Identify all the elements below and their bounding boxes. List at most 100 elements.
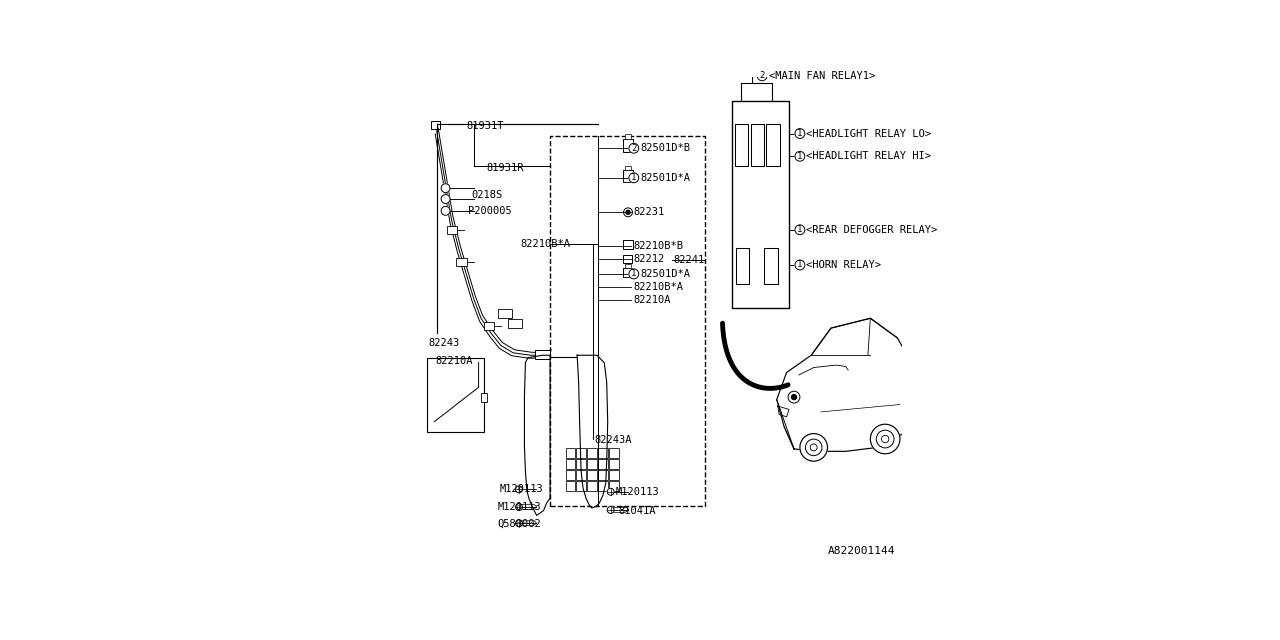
Bar [609, 449, 618, 458]
Text: M120113: M120113 [498, 502, 541, 512]
Circle shape [442, 207, 451, 215]
Text: P200005: P200005 [467, 206, 512, 216]
Bar [576, 470, 586, 480]
Circle shape [877, 430, 893, 448]
Circle shape [795, 129, 805, 138]
Text: 81931R: 81931R [486, 163, 524, 173]
Circle shape [791, 395, 796, 399]
Circle shape [628, 143, 639, 153]
Text: Q580002: Q580002 [498, 519, 541, 529]
Circle shape [516, 486, 522, 493]
Bar [535, 350, 550, 358]
Text: 82501D*A: 82501D*A [640, 269, 690, 279]
Text: 82241: 82241 [673, 255, 704, 265]
Bar [623, 140, 634, 152]
Text: <HEADLIGHT RELAY HI>: <HEADLIGHT RELAY HI> [806, 151, 932, 161]
Text: 0218S: 0218S [471, 190, 503, 200]
Text: <HORN RELAY>: <HORN RELAY> [806, 260, 882, 270]
Text: 2: 2 [631, 144, 636, 153]
Bar [732, 102, 788, 308]
Circle shape [810, 444, 817, 451]
Bar [609, 470, 618, 480]
Text: 1: 1 [797, 260, 803, 269]
Bar [598, 470, 608, 480]
Circle shape [795, 225, 805, 235]
Circle shape [628, 269, 639, 279]
Bar [550, 136, 705, 506]
Text: 82243: 82243 [429, 338, 460, 348]
Circle shape [758, 71, 767, 81]
Bar [447, 226, 457, 234]
Circle shape [516, 504, 522, 511]
Bar [598, 481, 608, 491]
Bar [609, 481, 618, 491]
Bar [576, 449, 586, 458]
Bar [588, 460, 596, 469]
Bar [566, 449, 576, 458]
Text: 82501D*B: 82501D*B [640, 143, 690, 153]
Text: 82243A: 82243A [594, 435, 632, 445]
Circle shape [795, 152, 805, 161]
Bar [481, 393, 486, 402]
Text: <MAIN FAN RELAY1>: <MAIN FAN RELAY1> [769, 71, 876, 81]
Text: 82210B*A: 82210B*A [521, 239, 571, 250]
Text: <HEADLIGHT RELAY LO>: <HEADLIGHT RELAY LO> [806, 129, 932, 138]
Bar [623, 255, 632, 262]
Text: 1: 1 [797, 129, 803, 138]
Bar [623, 241, 634, 249]
Text: 1: 1 [797, 225, 803, 234]
Circle shape [442, 184, 451, 193]
Circle shape [805, 439, 822, 456]
Bar [508, 319, 522, 328]
Bar [598, 460, 608, 469]
Bar [588, 470, 596, 480]
Circle shape [607, 488, 614, 495]
Bar [576, 460, 586, 469]
Text: 82210B*B: 82210B*B [634, 241, 684, 251]
Bar [484, 322, 494, 330]
Circle shape [882, 435, 888, 443]
Circle shape [626, 211, 630, 214]
Text: 1: 1 [631, 173, 636, 182]
Bar [625, 166, 631, 170]
Bar [625, 134, 631, 140]
Bar [609, 460, 618, 469]
Text: M120113: M120113 [616, 487, 659, 497]
Text: M120113: M120113 [499, 484, 544, 494]
Bar [764, 248, 778, 284]
Bar [566, 460, 576, 469]
Circle shape [800, 433, 827, 461]
Bar [588, 449, 596, 458]
Text: 82210A: 82210A [634, 295, 671, 305]
Bar [625, 264, 631, 268]
Text: 81931T: 81931T [466, 121, 504, 131]
Circle shape [795, 260, 805, 270]
Bar [457, 258, 467, 266]
Text: 82231: 82231 [634, 207, 666, 218]
Text: 81041A: 81041A [618, 506, 655, 516]
Text: 82501D*A: 82501D*A [640, 173, 690, 183]
Bar [576, 481, 586, 491]
Bar [431, 121, 440, 129]
Bar [598, 449, 608, 458]
Text: 1: 1 [631, 269, 636, 278]
Bar [623, 170, 634, 182]
Circle shape [870, 424, 900, 454]
Text: <REAR DEFOGGER RELAY>: <REAR DEFOGGER RELAY> [806, 225, 937, 235]
Bar [623, 268, 634, 277]
Circle shape [442, 195, 451, 204]
Circle shape [788, 391, 800, 403]
Bar [498, 309, 512, 318]
Text: 82210A: 82210A [435, 356, 474, 366]
Circle shape [623, 208, 632, 217]
Bar [750, 124, 764, 166]
Bar [767, 124, 780, 166]
Bar [566, 470, 576, 480]
Text: 1: 1 [797, 152, 803, 161]
Text: 82210B*A: 82210B*A [634, 282, 684, 292]
Bar [566, 481, 576, 491]
Circle shape [516, 520, 522, 527]
Text: 82212: 82212 [634, 254, 666, 264]
Bar [736, 248, 749, 284]
Circle shape [628, 173, 639, 183]
